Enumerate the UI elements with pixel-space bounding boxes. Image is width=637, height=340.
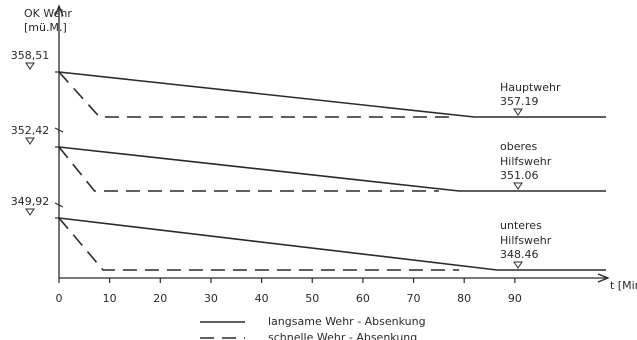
panel-name: Hilfswehr xyxy=(500,234,552,247)
line xyxy=(58,146,606,192)
x-tick-label: 80 xyxy=(457,292,471,305)
panel-name: oberes xyxy=(500,140,538,153)
x-tick-label: 60 xyxy=(356,292,370,305)
x-tick-label: 70 xyxy=(407,292,421,305)
y-tick-label: 358,51 xyxy=(11,49,50,62)
x-tick-label: 50 xyxy=(305,292,319,305)
x-tick-label: 40 xyxy=(255,292,269,305)
line xyxy=(58,71,606,118)
end-level-label: 351.06 xyxy=(500,169,539,182)
line xyxy=(58,217,460,271)
panel-name: unteres xyxy=(500,219,542,232)
level-marker xyxy=(513,108,523,116)
x-tick-label: 90 xyxy=(508,292,522,305)
legend-label: langsame Wehr - Absenkung xyxy=(268,315,426,328)
x-tick-label: 20 xyxy=(153,292,167,305)
y-axis-unit: [mü.M.] xyxy=(24,21,67,34)
panel-name: Hauptwehr xyxy=(500,81,561,94)
x-tick-label: 10 xyxy=(103,292,117,305)
level-marker xyxy=(25,208,35,216)
level-marker xyxy=(25,137,35,145)
line xyxy=(58,146,439,192)
x-tick-label: 0 xyxy=(56,292,63,305)
line xyxy=(58,217,606,271)
end-level-label: 348.46 xyxy=(500,248,539,261)
level-marker xyxy=(513,182,523,190)
y-axis-label: OK Wehr xyxy=(24,7,72,20)
line xyxy=(58,71,449,118)
y-tick-label: 352,42 xyxy=(11,124,50,137)
panel-name: Hilfswehr xyxy=(500,155,552,168)
legend-label: schnelle Wehr - Absenkung xyxy=(268,331,417,340)
end-level-label: 357.19 xyxy=(500,95,539,108)
axis-break xyxy=(54,127,64,208)
x-axis-arrow xyxy=(597,273,610,283)
x-tick-label: 30 xyxy=(204,292,218,305)
y-tick-label: 349,92 xyxy=(11,195,50,208)
level-marker xyxy=(513,261,523,269)
level-marker xyxy=(25,62,35,70)
y-axis-arrow xyxy=(54,4,64,17)
x-axis-label: t [Min] xyxy=(610,279,637,292)
